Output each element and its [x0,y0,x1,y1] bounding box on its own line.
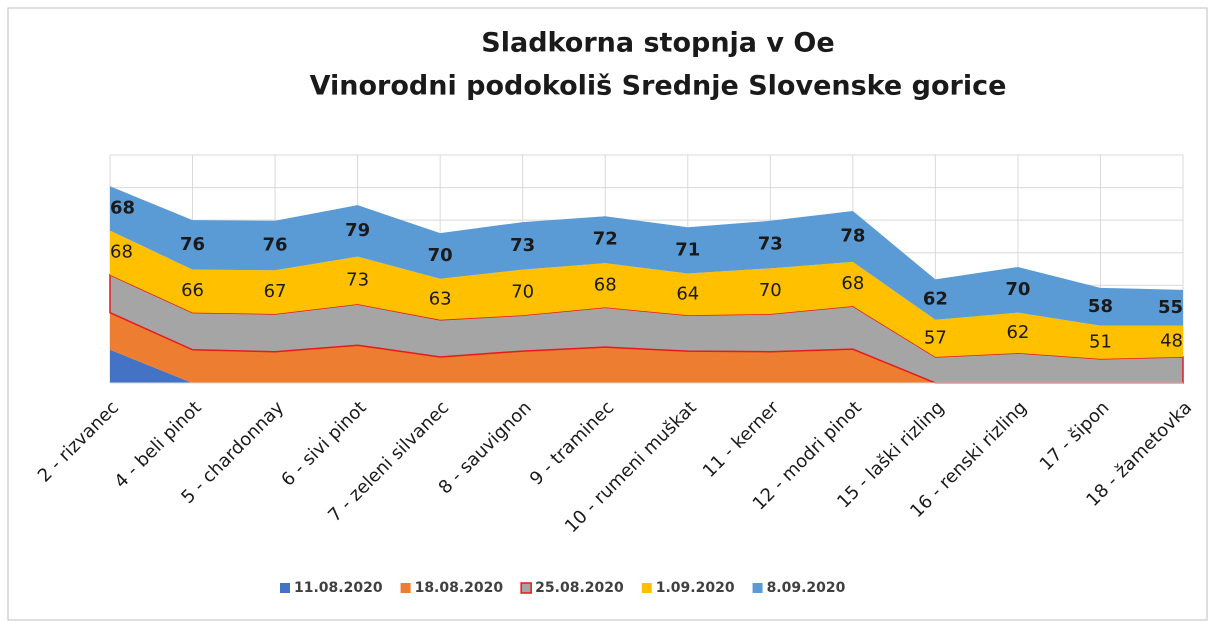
area [110,230,1183,359]
legend-swatch [520,582,532,594]
data-label: 73 [758,234,783,255]
legend-label: 1.09.2020 [656,580,735,596]
legend-swatch [280,583,290,593]
legend-label: 25.08.2020 [535,580,624,596]
data-label: 66 [181,280,204,301]
data-label: 68 [110,197,135,218]
data-label: 76 [180,234,205,255]
data-label: 64 [676,283,699,304]
data-label: 71 [675,239,700,260]
data-label: 62 [923,289,948,310]
data-label: 55 [1158,297,1183,318]
data-label: 58 [1088,296,1113,317]
data-label: 62 [1006,322,1029,343]
area [110,312,1183,383]
data-label: 70 [511,281,534,302]
chart-title: Sladkorna stopnja v Oe [481,28,834,59]
data-label: 68 [594,274,617,295]
data-label: 70 [1005,279,1030,300]
legend-swatch [641,583,652,593]
data-label: 48 [1160,330,1183,351]
data-label: 73 [346,269,369,290]
data-label: 51 [1089,331,1112,352]
data-label: 73 [510,235,535,256]
legend-swatch [752,583,763,593]
data-label: 70 [428,245,453,266]
data-label: 70 [759,280,782,301]
legend-label: 11.08.2020 [294,580,383,596]
data-label: 72 [593,229,618,250]
data-label: 68 [841,273,864,294]
legend-label: 18.08.2020 [415,580,504,596]
legend-label: 8.09.2020 [767,580,846,596]
area [110,186,1183,326]
data-label: 79 [345,220,370,241]
data-label: 68 [110,242,133,263]
data-label: 67 [264,281,287,302]
data-label: 76 [263,235,288,256]
chart-subtitle: Vinorodni podokoliš Srednje Slovenske go… [310,71,1007,102]
data-label: 78 [840,225,865,246]
data-label: 63 [429,288,452,309]
data-label: 57 [924,327,947,348]
legend-swatch [400,583,411,593]
